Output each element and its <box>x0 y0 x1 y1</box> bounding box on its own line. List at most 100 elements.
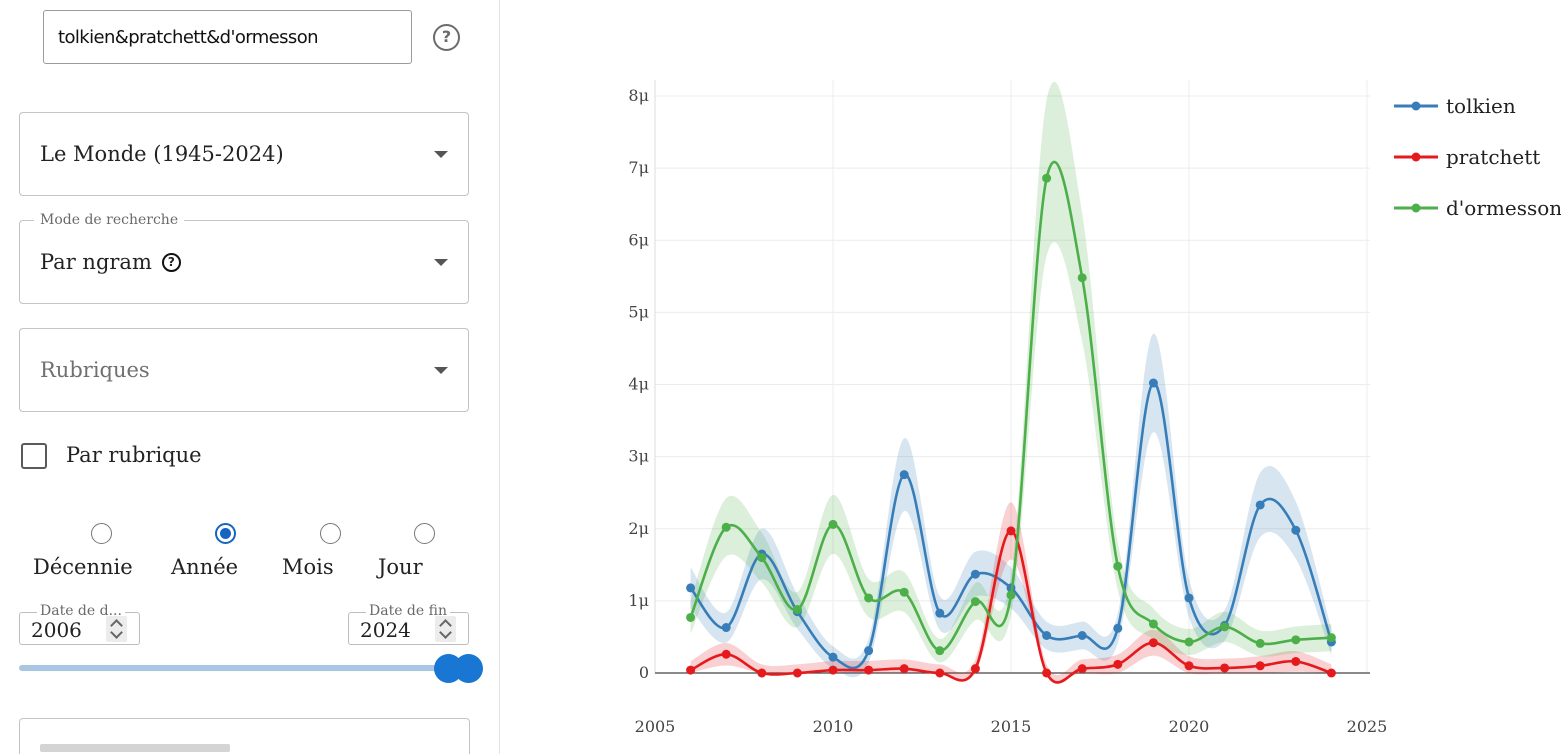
search-mode-value: Par ngram? <box>40 250 181 274</box>
start-date-value: 2006 <box>31 618 82 642</box>
data-point <box>1184 637 1194 647</box>
data-point <box>1042 630 1052 640</box>
data-point <box>686 665 696 675</box>
data-point <box>970 597 980 607</box>
legend-label: d'ormesson <box>1446 196 1561 220</box>
corpus-select[interactable]: Le Monde (1945-2024) <box>19 112 469 196</box>
data-point <box>828 652 838 662</box>
rubriques-placeholder: Rubriques <box>40 358 150 382</box>
corpus-select-value: Le Monde (1945-2024) <box>40 142 284 166</box>
data-point <box>899 664 909 674</box>
search-mode-select[interactable]: Mode de recherche Par ngram? <box>19 212 469 304</box>
data-point <box>1184 661 1194 671</box>
data-point <box>721 623 731 633</box>
radio-decennie-label: Décennie <box>33 555 133 579</box>
slider-end-thumb[interactable] <box>454 654 483 683</box>
x-tick-label: 2005 <box>635 717 676 736</box>
search-mode-label: Mode de recherche <box>34 212 185 228</box>
radio-jour[interactable] <box>414 523 435 544</box>
data-point <box>1291 635 1301 645</box>
search-query-text: tolkien&pratchett&d'ormesson <box>58 27 319 48</box>
y-tick-label: 4μ <box>628 375 649 394</box>
radio-decennie[interactable] <box>91 523 112 544</box>
chevron-down-icon <box>434 259 448 266</box>
legend-label: pratchett <box>1446 145 1540 169</box>
data-point <box>1148 638 1158 648</box>
data-point <box>1220 663 1230 673</box>
chart-canvas: 0 1μ 2μ 3μ 4μ 5μ 6μ 7μ 8μ 2005 2010 2015 2020 2025 tol… <box>628 80 1561 736</box>
data-point <box>899 470 909 480</box>
x-tick-label: 2020 <box>1169 717 1210 736</box>
legend-label: tolkien <box>1446 94 1516 118</box>
ngram-chart: 0 1μ 2μ 3μ 4μ 5μ 6μ 7μ 8μ 2005 2010 2015 2020 2025 tol… <box>500 0 1561 754</box>
data-point <box>970 569 980 579</box>
data-point <box>864 593 874 603</box>
sidebar: tolkien&pratchett&d'ormesson ? Le Monde … <box>0 0 500 754</box>
y-tick-label: 6μ <box>628 230 649 249</box>
search-input[interactable]: tolkien&pratchett&d'ormesson <box>43 10 412 64</box>
data-point <box>1113 623 1123 633</box>
par-rubrique-checkbox[interactable] <box>21 443 47 469</box>
radio-annee[interactable] <box>215 523 236 544</box>
options-panel-label <box>40 744 230 752</box>
radio-mois-label: Mois <box>282 555 334 579</box>
data-point <box>864 646 874 656</box>
radio-mois[interactable] <box>320 523 341 544</box>
y-tick-label: 2μ <box>628 519 649 538</box>
help-icon[interactable]: ? <box>433 24 460 51</box>
data-point <box>1148 619 1158 629</box>
stepper-icon[interactable] <box>106 616 127 642</box>
end-date-label: Date de fin <box>366 603 450 619</box>
data-point <box>1113 659 1123 669</box>
data-point <box>686 612 696 622</box>
data-point <box>970 664 980 674</box>
options-panel[interactable] <box>19 718 470 754</box>
stepper-icon[interactable] <box>435 616 456 642</box>
radio-annee-label: Année <box>171 555 239 579</box>
x-tick-label: 2015 <box>991 717 1032 736</box>
data-point <box>1326 633 1336 643</box>
chevron-down-icon <box>434 367 448 374</box>
data-point <box>1042 668 1052 678</box>
data-point <box>686 583 696 593</box>
data-point <box>864 665 874 675</box>
start-date-field[interactable]: Date de d... 2006 <box>19 603 140 645</box>
data-point <box>828 519 838 529</box>
y-tick-label: 5μ <box>628 302 649 321</box>
radio-jour-label: Jour <box>378 555 423 579</box>
data-point <box>1255 500 1265 510</box>
legend-swatch-marker <box>1411 101 1421 111</box>
y-tick-label: 3μ <box>628 447 649 466</box>
y-tick-label: 0 <box>639 663 649 682</box>
data-point <box>757 668 767 678</box>
search-mode-text: Par ngram <box>40 250 152 274</box>
data-point <box>1255 661 1265 671</box>
date-range-slider[interactable] <box>19 665 459 671</box>
data-point <box>935 646 945 656</box>
data-point <box>1148 378 1158 388</box>
y-tick-label: 8μ <box>628 86 649 105</box>
rubriques-select[interactable]: Rubriques <box>19 328 469 412</box>
data-point <box>1077 664 1087 674</box>
data-point <box>1113 561 1123 571</box>
y-tick-label: 1μ <box>628 591 649 610</box>
data-point <box>935 608 945 618</box>
x-tick-label: 2025 <box>1347 717 1388 736</box>
data-point <box>1326 668 1336 678</box>
legend-swatch-marker <box>1411 152 1421 162</box>
data-point <box>1291 656 1301 666</box>
data-point <box>828 665 838 675</box>
end-date-value: 2024 <box>360 618 411 642</box>
x-tick-label: 2010 <box>813 717 854 736</box>
chevron-down-icon <box>434 151 448 158</box>
data-point <box>1042 173 1052 183</box>
y-tick-label: 7μ <box>628 158 649 177</box>
data-point <box>935 668 945 678</box>
data-point <box>721 522 731 532</box>
end-date-field[interactable]: Date de fin 2024 <box>348 603 469 645</box>
data-point <box>1220 622 1230 632</box>
data-point <box>1006 526 1016 536</box>
data-point <box>1291 525 1301 535</box>
help-icon[interactable]: ? <box>161 253 181 272</box>
data-point <box>792 605 802 615</box>
